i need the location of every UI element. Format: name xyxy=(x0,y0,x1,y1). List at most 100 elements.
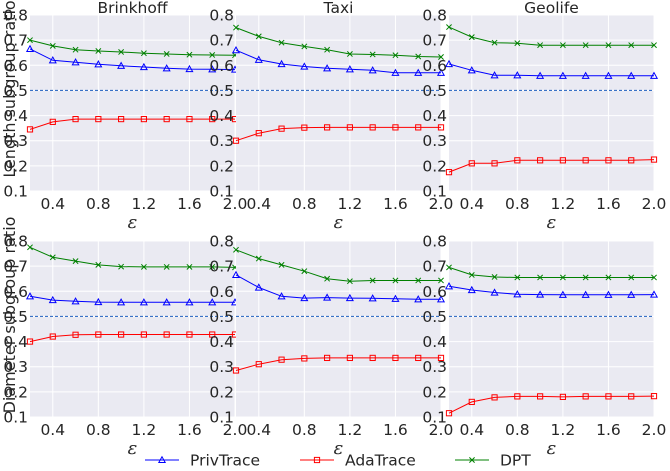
data-point-privtrace xyxy=(649,290,659,298)
x-tick-label: 0.4 xyxy=(40,195,65,213)
data-point-dpt xyxy=(95,261,102,268)
data-point-adatrace xyxy=(186,115,193,123)
y-tick-label: 0.7 xyxy=(209,258,234,276)
data-point-dpt xyxy=(491,274,498,280)
data-point-dpt xyxy=(559,274,566,281)
data-point-dpt xyxy=(301,43,308,50)
data-point-privtrace xyxy=(117,61,126,69)
data-point-adatrace xyxy=(514,157,521,164)
data-point-dpt xyxy=(468,34,475,41)
data-point-dpt xyxy=(278,39,285,46)
data-point-privtrace xyxy=(436,68,446,76)
data-point-adatrace xyxy=(278,356,285,363)
data-point-dpt xyxy=(537,42,544,49)
x-tick-label: 0.4 xyxy=(40,421,65,439)
data-point-privtrace xyxy=(25,292,35,300)
data-point-adatrace xyxy=(605,393,612,400)
data-point-privtrace xyxy=(139,62,148,71)
series-adatrace xyxy=(445,393,658,417)
legend-label: DPT xyxy=(500,452,531,470)
series-privtrace xyxy=(444,282,659,298)
data-point-adatrace xyxy=(278,125,285,132)
data-point-adatrace xyxy=(628,393,635,400)
data-point-adatrace xyxy=(445,169,453,176)
x-tick-label: 0.8 xyxy=(292,421,317,439)
subplot-r1c2: 0.1 0.2 0.3 0.4 0.5 0.6 0.7 0.8 0.4 0.8 1.2 1.6 2.0 ε xyxy=(422,233,666,460)
data-point-dpt xyxy=(278,261,285,268)
data-point-adatrace xyxy=(72,115,79,123)
series-privtrace xyxy=(231,45,446,76)
data-point-dpt xyxy=(95,48,102,54)
series-privtrace xyxy=(25,44,240,73)
y-tick-label: 0.4 xyxy=(209,107,234,125)
series-line-dpt xyxy=(29,39,236,56)
subplot-title: Geolife xyxy=(524,0,579,17)
x-axis-label: ε xyxy=(547,212,557,233)
data-point-adatrace xyxy=(415,354,422,362)
data-point-dpt xyxy=(651,274,657,281)
data-point-dpt xyxy=(582,274,589,281)
data-point-privtrace xyxy=(162,298,171,306)
legend: PrivTrace AdaTrace DPT xyxy=(145,452,531,470)
data-point-privtrace xyxy=(185,298,194,306)
y-tick-label: 0.3 xyxy=(422,358,447,376)
data-point-privtrace xyxy=(581,71,590,79)
legend-item-dpt: DPT xyxy=(455,452,531,470)
data-point-privtrace xyxy=(581,290,590,298)
data-point-privtrace xyxy=(117,298,126,306)
data-point-adatrace xyxy=(26,338,34,345)
data-point-privtrace xyxy=(513,71,522,79)
data-point-adatrace xyxy=(468,160,475,167)
data-point-dpt xyxy=(514,40,521,47)
data-point-adatrace xyxy=(605,157,612,164)
y-tick-label: 0.2 xyxy=(3,157,28,175)
y-tick-label: 0.7 xyxy=(422,32,447,50)
y-tick-label: 0.4 xyxy=(422,333,447,351)
series-line-dpt xyxy=(235,27,442,58)
series-adatrace xyxy=(26,115,239,133)
y-tick-label: 0.4 xyxy=(3,333,28,351)
data-point-adatrace xyxy=(582,157,589,164)
legend-item-adatrace: AdaTrace xyxy=(300,452,416,470)
y-tick-label: 0.7 xyxy=(3,32,28,50)
legend-label: AdaTrace xyxy=(345,452,416,470)
data-point-privtrace xyxy=(513,290,522,298)
data-point-privtrace xyxy=(277,292,286,300)
series-line-dpt xyxy=(448,26,654,46)
data-point-dpt xyxy=(415,53,422,60)
x-tick-label: 2.0 xyxy=(223,421,248,439)
data-point-privtrace xyxy=(185,64,194,73)
data-point-privtrace xyxy=(604,290,613,298)
y-tick-label: 0.1 xyxy=(209,183,234,201)
plot-background xyxy=(449,241,654,417)
series-privtrace xyxy=(231,270,446,303)
data-point-privtrace xyxy=(48,295,57,304)
y-tick-label: 0.1 xyxy=(3,183,28,201)
y-tick-label: 0.3 xyxy=(3,358,28,376)
data-point-dpt xyxy=(209,263,216,270)
x-tick-label: 1.2 xyxy=(338,421,363,439)
x-tick-label: 1.6 xyxy=(177,421,202,439)
y-tick-label: 0.3 xyxy=(209,358,234,376)
data-point-dpt xyxy=(559,42,566,49)
data-point-privtrace xyxy=(558,71,567,79)
data-point-privtrace xyxy=(467,285,476,294)
data-point-dpt xyxy=(186,51,193,58)
y-tick-label: 0.6 xyxy=(422,57,447,75)
x-tick-label: 1.2 xyxy=(551,421,576,439)
y-tick-label: 0.1 xyxy=(422,409,447,427)
data-point-dpt xyxy=(346,278,353,285)
data-point-dpt xyxy=(49,42,56,49)
series-dpt xyxy=(233,24,444,60)
data-point-adatrace xyxy=(232,137,240,144)
data-point-dpt xyxy=(27,37,33,44)
x-axis-label: ε xyxy=(128,212,138,233)
data-point-adatrace xyxy=(209,115,216,123)
data-point-privtrace xyxy=(368,66,377,74)
data-point-adatrace xyxy=(118,331,125,338)
x-tick-label: 0.8 xyxy=(292,195,317,213)
data-point-adatrace xyxy=(163,115,170,123)
series-line-privtrace xyxy=(448,285,655,296)
data-point-privtrace xyxy=(536,71,545,79)
data-point-dpt xyxy=(537,274,544,281)
